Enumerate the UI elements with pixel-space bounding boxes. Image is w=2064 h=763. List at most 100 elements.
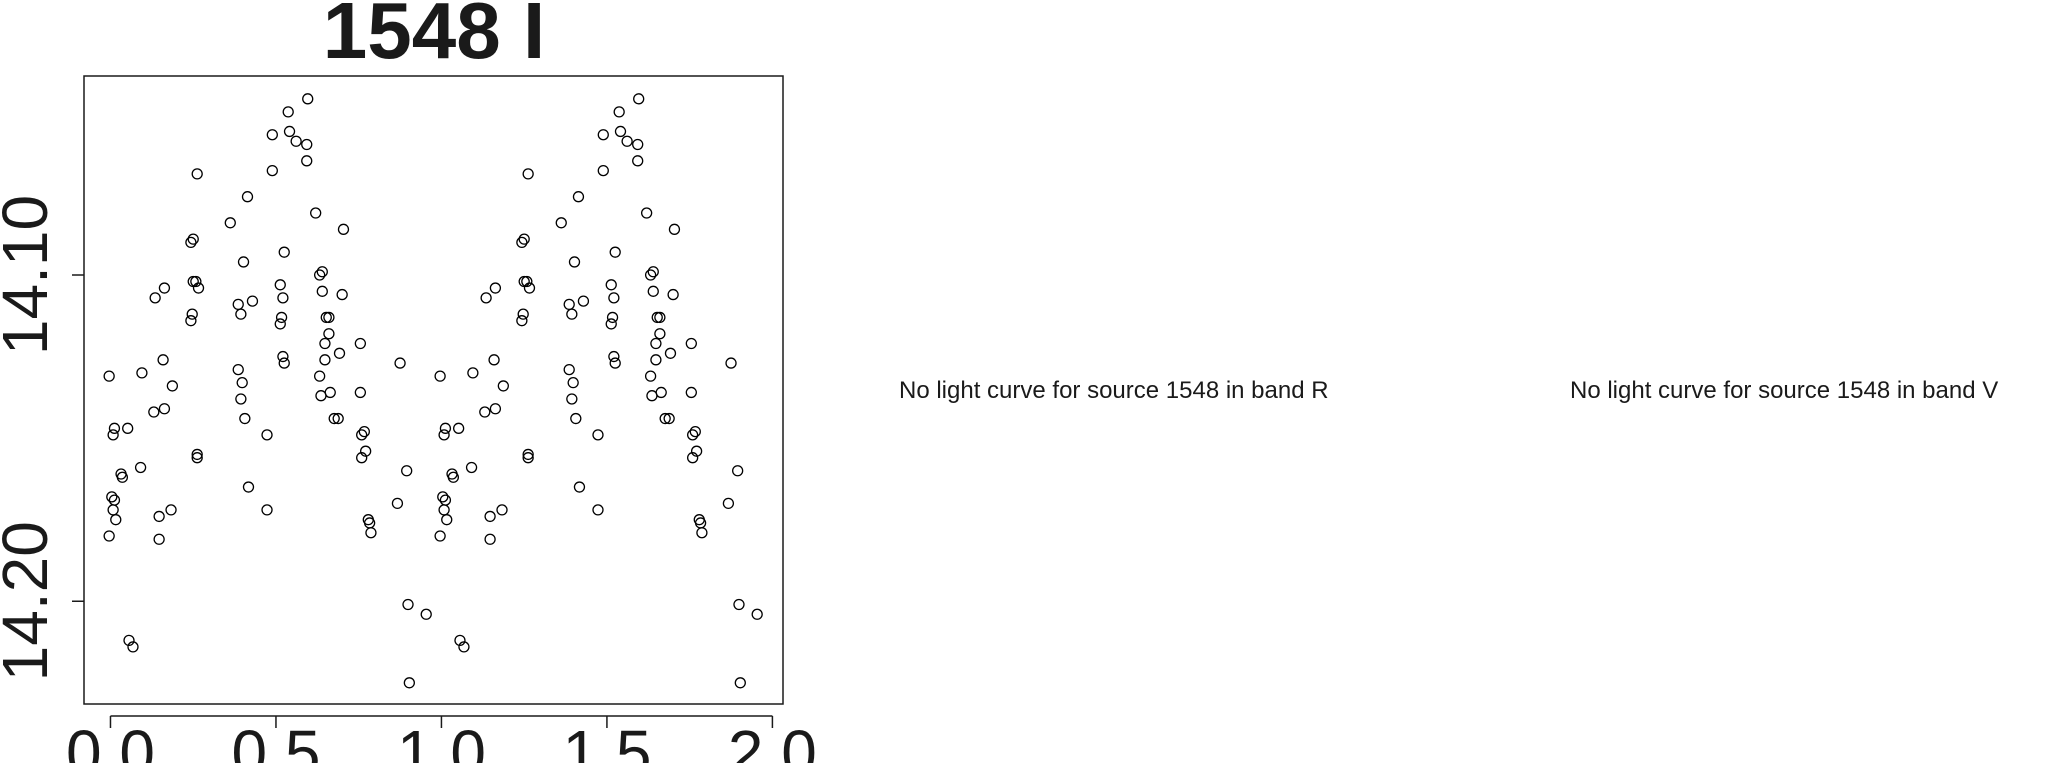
data-point bbox=[401, 465, 413, 477]
data-point bbox=[191, 452, 203, 464]
data-point bbox=[301, 138, 313, 151]
data-point bbox=[332, 412, 344, 425]
data-point bbox=[651, 311, 663, 324]
data-point bbox=[185, 315, 197, 327]
data-point bbox=[278, 246, 290, 258]
data-point bbox=[632, 138, 644, 151]
data-point bbox=[434, 530, 446, 542]
data-point bbox=[655, 386, 667, 399]
data-point bbox=[722, 497, 735, 510]
data-point bbox=[663, 412, 675, 425]
data-point bbox=[274, 318, 286, 330]
data-point bbox=[148, 406, 160, 418]
data-point bbox=[192, 282, 205, 294]
data-point bbox=[563, 298, 575, 311]
data-point bbox=[358, 425, 370, 438]
data-point bbox=[563, 363, 575, 376]
data-point bbox=[107, 429, 119, 441]
data-point bbox=[356, 429, 368, 441]
data-point bbox=[134, 461, 147, 474]
data-point bbox=[644, 370, 657, 382]
data-point bbox=[521, 275, 533, 288]
data-point bbox=[313, 370, 326, 382]
data-point bbox=[157, 354, 169, 366]
data-point bbox=[153, 533, 165, 545]
data-point bbox=[689, 425, 701, 438]
data-point bbox=[644, 269, 657, 281]
data-point bbox=[654, 328, 666, 340]
x-tick-label: 1.0 bbox=[397, 717, 486, 763]
data-point bbox=[555, 217, 567, 229]
data-point bbox=[185, 236, 197, 249]
data-point bbox=[609, 246, 621, 258]
data-point bbox=[522, 168, 534, 180]
data-point bbox=[685, 337, 697, 350]
data-point bbox=[166, 380, 179, 392]
data-point bbox=[686, 429, 699, 441]
data-point bbox=[278, 357, 290, 369]
data-point bbox=[323, 311, 335, 324]
data-point bbox=[732, 465, 744, 477]
data-point bbox=[667, 288, 679, 301]
data-point bbox=[613, 106, 625, 118]
data-point bbox=[149, 292, 161, 304]
data-point bbox=[685, 386, 697, 399]
data-point bbox=[633, 93, 645, 105]
data-point bbox=[236, 377, 248, 389]
data-point bbox=[696, 527, 708, 539]
data-point bbox=[108, 494, 121, 506]
data-point bbox=[659, 412, 671, 425]
data-point bbox=[360, 445, 372, 457]
data-point bbox=[103, 370, 115, 382]
data-point bbox=[447, 471, 460, 483]
y-tick-label: 14.20 bbox=[0, 521, 61, 681]
data-point bbox=[242, 481, 255, 493]
data-point bbox=[266, 164, 278, 177]
data-point bbox=[324, 386, 336, 399]
data-point bbox=[686, 452, 699, 464]
data-point bbox=[654, 311, 666, 324]
data-point bbox=[690, 445, 703, 457]
data-point bbox=[402, 598, 414, 611]
data-point bbox=[572, 191, 585, 203]
data-point bbox=[647, 266, 659, 278]
data-point bbox=[592, 504, 604, 516]
data-point bbox=[751, 608, 763, 620]
data-point bbox=[420, 608, 432, 620]
data-point bbox=[668, 223, 681, 235]
data-point bbox=[438, 504, 450, 516]
data-point bbox=[337, 223, 350, 235]
data-point bbox=[239, 412, 251, 425]
data-point bbox=[647, 285, 659, 297]
data-point bbox=[403, 677, 415, 689]
data-point bbox=[734, 677, 746, 689]
data-point bbox=[489, 403, 502, 415]
message: No light curve for source 1548 in band R bbox=[899, 377, 1329, 404]
data-point bbox=[632, 155, 644, 167]
data-point bbox=[517, 308, 529, 320]
data-point bbox=[614, 125, 627, 138]
data-point bbox=[733, 598, 745, 611]
data-point bbox=[274, 279, 286, 291]
data-point bbox=[315, 390, 327, 402]
data-point bbox=[127, 641, 139, 653]
data-point bbox=[497, 380, 509, 392]
data-point bbox=[313, 269, 326, 281]
data-point bbox=[516, 236, 528, 249]
data-point bbox=[310, 207, 322, 219]
y-tick-label: 14.10 bbox=[0, 195, 61, 355]
data-point bbox=[277, 350, 289, 363]
data-point bbox=[592, 429, 604, 441]
data-point bbox=[316, 266, 328, 278]
data-point bbox=[489, 282, 502, 294]
data-point bbox=[523, 282, 536, 294]
x-tick-label: 2.0 bbox=[728, 717, 817, 763]
data-point bbox=[319, 354, 331, 366]
data-point bbox=[568, 256, 581, 268]
data-point bbox=[301, 155, 313, 167]
data-point bbox=[458, 641, 470, 653]
data-point bbox=[235, 393, 247, 405]
data-point bbox=[106, 491, 118, 503]
data-point bbox=[570, 412, 582, 425]
data-point bbox=[123, 634, 135, 647]
